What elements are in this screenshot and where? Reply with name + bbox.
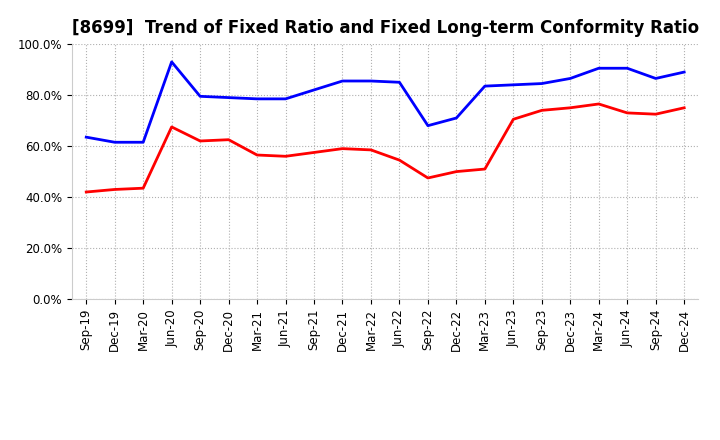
Fixed Long-term Conformity Ratio — [196, 138, 204, 143]
Fixed Ratio — [366, 78, 375, 84]
Fixed Long-term Conformity Ratio — [310, 150, 318, 155]
Fixed Ratio — [480, 84, 489, 89]
Fixed Ratio — [395, 80, 404, 85]
Fixed Ratio — [310, 87, 318, 92]
Fixed Ratio — [509, 82, 518, 88]
Fixed Long-term Conformity Ratio — [110, 187, 119, 192]
Fixed Long-term Conformity Ratio — [395, 158, 404, 163]
Fixed Ratio — [110, 139, 119, 145]
Fixed Long-term Conformity Ratio — [480, 166, 489, 172]
Fixed Ratio — [537, 81, 546, 86]
Legend: Fixed Ratio, Fixed Long-term Conformity Ratio: Fixed Ratio, Fixed Long-term Conformity … — [190, 438, 580, 440]
Fixed Ratio — [282, 96, 290, 102]
Fixed Long-term Conformity Ratio — [595, 101, 603, 106]
Fixed Long-term Conformity Ratio — [366, 147, 375, 153]
Fixed Long-term Conformity Ratio — [338, 146, 347, 151]
Fixed Ratio — [566, 76, 575, 81]
Fixed Long-term Conformity Ratio — [509, 117, 518, 122]
Fixed Long-term Conformity Ratio — [652, 111, 660, 117]
Fixed Ratio — [652, 76, 660, 81]
Fixed Long-term Conformity Ratio — [282, 154, 290, 159]
Fixed Long-term Conformity Ratio — [566, 105, 575, 110]
Fixed Ratio — [196, 94, 204, 99]
Fixed Ratio — [623, 66, 631, 71]
Fixed Ratio — [253, 96, 261, 102]
Fixed Long-term Conformity Ratio — [680, 105, 688, 110]
Fixed Ratio — [167, 59, 176, 65]
Fixed Long-term Conformity Ratio — [537, 108, 546, 113]
Fixed Ratio — [82, 135, 91, 140]
Fixed Ratio — [595, 66, 603, 71]
Fixed Long-term Conformity Ratio — [423, 175, 432, 180]
Fixed Long-term Conformity Ratio — [139, 186, 148, 191]
Fixed Ratio — [452, 115, 461, 121]
Fixed Long-term Conformity Ratio — [225, 137, 233, 142]
Fixed Long-term Conformity Ratio — [253, 152, 261, 158]
Fixed Ratio — [423, 123, 432, 128]
Text: [8699]  Trend of Fixed Ratio and Fixed Long-term Conformity Ratio: [8699] Trend of Fixed Ratio and Fixed Lo… — [72, 19, 699, 37]
Fixed Ratio — [225, 95, 233, 100]
Fixed Ratio — [338, 78, 347, 84]
Fixed Long-term Conformity Ratio — [623, 110, 631, 116]
Fixed Ratio — [139, 139, 148, 145]
Line: Fixed Long-term Conformity Ratio: Fixed Long-term Conformity Ratio — [86, 104, 684, 192]
Fixed Long-term Conformity Ratio — [167, 124, 176, 129]
Fixed Long-term Conformity Ratio — [82, 189, 91, 194]
Fixed Ratio — [680, 70, 688, 75]
Fixed Long-term Conformity Ratio — [452, 169, 461, 174]
Line: Fixed Ratio: Fixed Ratio — [86, 62, 684, 142]
